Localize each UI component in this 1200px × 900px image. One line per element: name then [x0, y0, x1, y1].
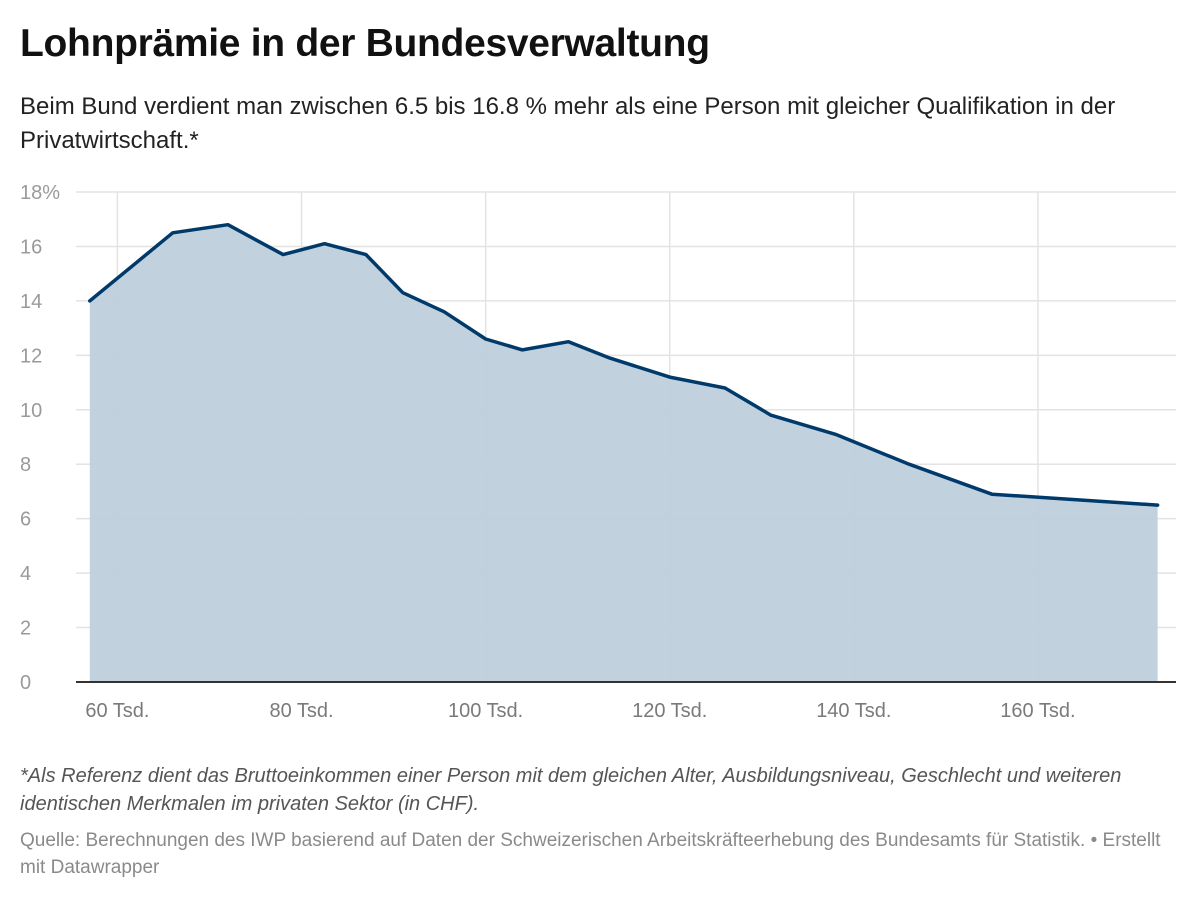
x-tick-label: 140 Tsd.	[816, 700, 891, 722]
data-point	[769, 413, 773, 417]
x-tick-label: 120 Tsd.	[632, 700, 707, 722]
y-tick-label: 6	[20, 509, 31, 531]
area-fill	[89, 224, 1158, 682]
data-point	[520, 348, 524, 352]
y-tick-label: 2	[20, 618, 31, 640]
y-tick-label: 4	[20, 563, 31, 585]
data-point	[442, 310, 446, 314]
data-point	[171, 231, 175, 235]
data-point	[364, 253, 368, 257]
data-point	[833, 432, 837, 436]
y-tick-label: 14	[20, 291, 42, 313]
data-point	[1156, 503, 1160, 507]
data-point	[226, 223, 230, 227]
chart-title: Lohnprämie in der Bundesverwaltung	[20, 22, 710, 65]
x-tick-label: 160 Tsd.	[1000, 700, 1075, 722]
x-tick-label: 60 Tsd.	[85, 700, 149, 722]
data-point	[907, 462, 911, 466]
y-tick-label: 12	[20, 345, 42, 367]
y-tick-label: 8	[20, 454, 31, 476]
axis-layer: 0 2 4 6 8 10 12 14 16 18% 60 Tsd. 80 Tsd. 100 Tsd. 12…	[20, 182, 1176, 722]
data-point	[723, 386, 727, 390]
data-point	[88, 299, 92, 303]
y-tick-label: 0	[20, 672, 31, 694]
y-tick-label: 18%	[20, 182, 60, 204]
data-point	[484, 337, 488, 341]
data-point	[281, 253, 285, 257]
data-point	[608, 356, 612, 360]
y-tick-label: 16	[20, 236, 42, 258]
data-point	[567, 340, 571, 344]
data-point	[990, 492, 994, 496]
data-layer	[88, 222, 1160, 682]
source-line: Quelle: Berechnungen des IWP basierend a…	[20, 830, 1161, 878]
footnote: *Als Referenz dient das Bruttoeinkommen …	[20, 765, 1122, 815]
x-tick-label: 100 Tsd.	[448, 700, 523, 722]
data-point	[323, 242, 327, 246]
chart-subtitle: Beim Bund verdient man zwischen 6.5 bis …	[20, 93, 1116, 154]
data-point	[668, 375, 672, 379]
series-line	[88, 222, 1160, 507]
data-point	[401, 291, 405, 295]
data-point	[1073, 498, 1077, 502]
y-tick-label: 10	[20, 400, 42, 422]
x-tick-label: 80 Tsd.	[269, 700, 333, 722]
